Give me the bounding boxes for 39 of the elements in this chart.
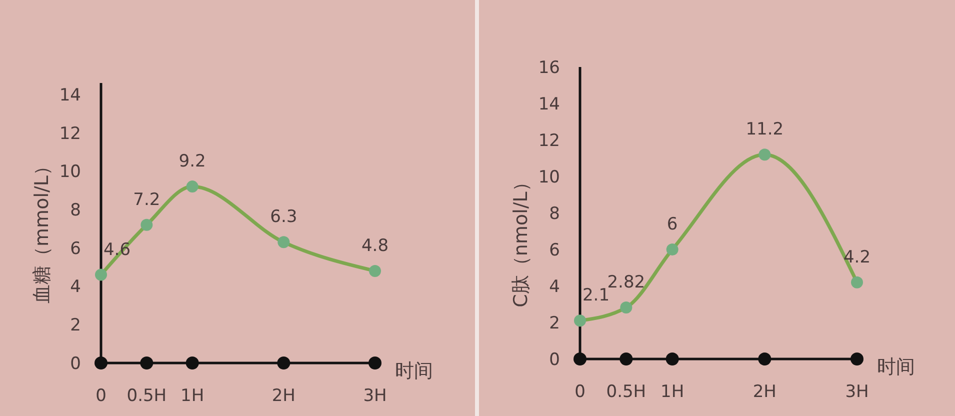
x-tick-label: 0 [574,382,586,402]
y-tick-label: 10 [538,167,560,188]
y-tick-label: 6 [549,240,560,260]
y-tick-label: 2 [70,316,81,336]
x-tick-label: 3H [845,382,869,402]
x-tick-label: 3H [363,386,387,406]
y-tick-label: 12 [59,124,81,144]
data-label: 2.82 [607,272,646,293]
y-tick-label: 0 [70,354,81,374]
y-tick-label: 4 [549,276,560,297]
y-tick-label: 14 [538,94,560,114]
x-tick-label: 0.5H [126,386,167,406]
x-tick-label: 2H [752,382,776,402]
y-tick-label: 16 [538,58,560,78]
data-label: 9.2 [178,152,206,172]
y-tick-label: 6 [70,238,81,259]
x-axis-title: 时间 [877,356,915,378]
y-tick-label: 8 [70,200,81,221]
x-tick-label: 0 [96,386,106,406]
y-tick-label: 10 [59,162,81,182]
y-tick-label: 8 [549,204,560,224]
x-tick-label: 0.5H [606,382,646,402]
y-tick-label: 2 [549,313,560,334]
data-label: 2.1 [582,286,610,306]
x-tick-label: 2H [272,386,296,406]
y-tick-label: 12 [538,130,560,151]
x-tick-label: 1H [660,382,684,402]
x-tick-label: 1H [180,386,204,406]
x-axis-title: 时间 [395,360,433,382]
y-axis-title: 血糖（mmol/L） [31,156,53,304]
data-label: 6.3 [270,207,298,228]
data-label: 4.8 [361,236,389,256]
y-tick-label: 4 [70,277,81,298]
data-label: 11.2 [746,120,784,140]
data-label: 7.2 [133,190,160,210]
y-tick-label: 0 [549,350,560,370]
y-axis-title: C肽（nmol/L） [510,172,532,308]
y-tick-label: 14 [59,85,81,106]
data-label: 6 [666,214,678,234]
